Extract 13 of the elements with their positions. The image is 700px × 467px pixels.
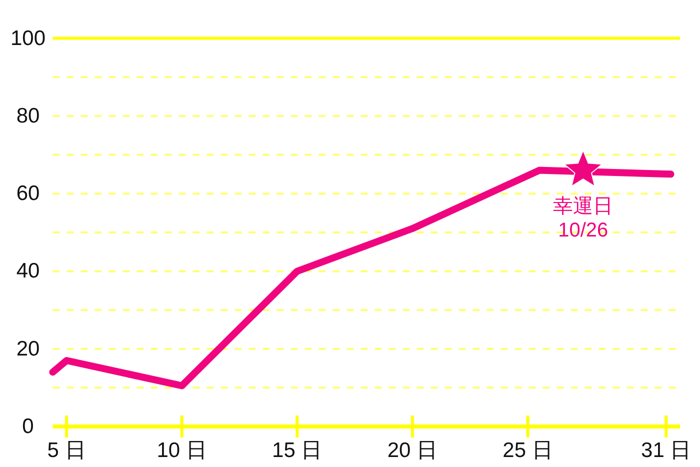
x-tick-label: 20 日 <box>387 439 438 462</box>
x-tick-label: 25 日 <box>502 439 553 462</box>
y-tick-label: 80 <box>16 104 40 128</box>
x-tick-label: 5 日 <box>47 439 86 462</box>
x-tick-label: 10 日 <box>156 439 207 462</box>
x-tick-label: 15 日 <box>272 439 322 462</box>
y-tick-label: 0 <box>22 415 34 438</box>
y-tick-label: 40 <box>16 260 40 283</box>
x-tick-label: 31 日 <box>641 439 692 462</box>
annotation: 幸運日 10/26 <box>553 195 614 242</box>
y-tick-label: 60 <box>16 182 40 206</box>
y-tick-label: 20 <box>16 337 40 360</box>
y-tick-label: 100 <box>10 26 46 50</box>
